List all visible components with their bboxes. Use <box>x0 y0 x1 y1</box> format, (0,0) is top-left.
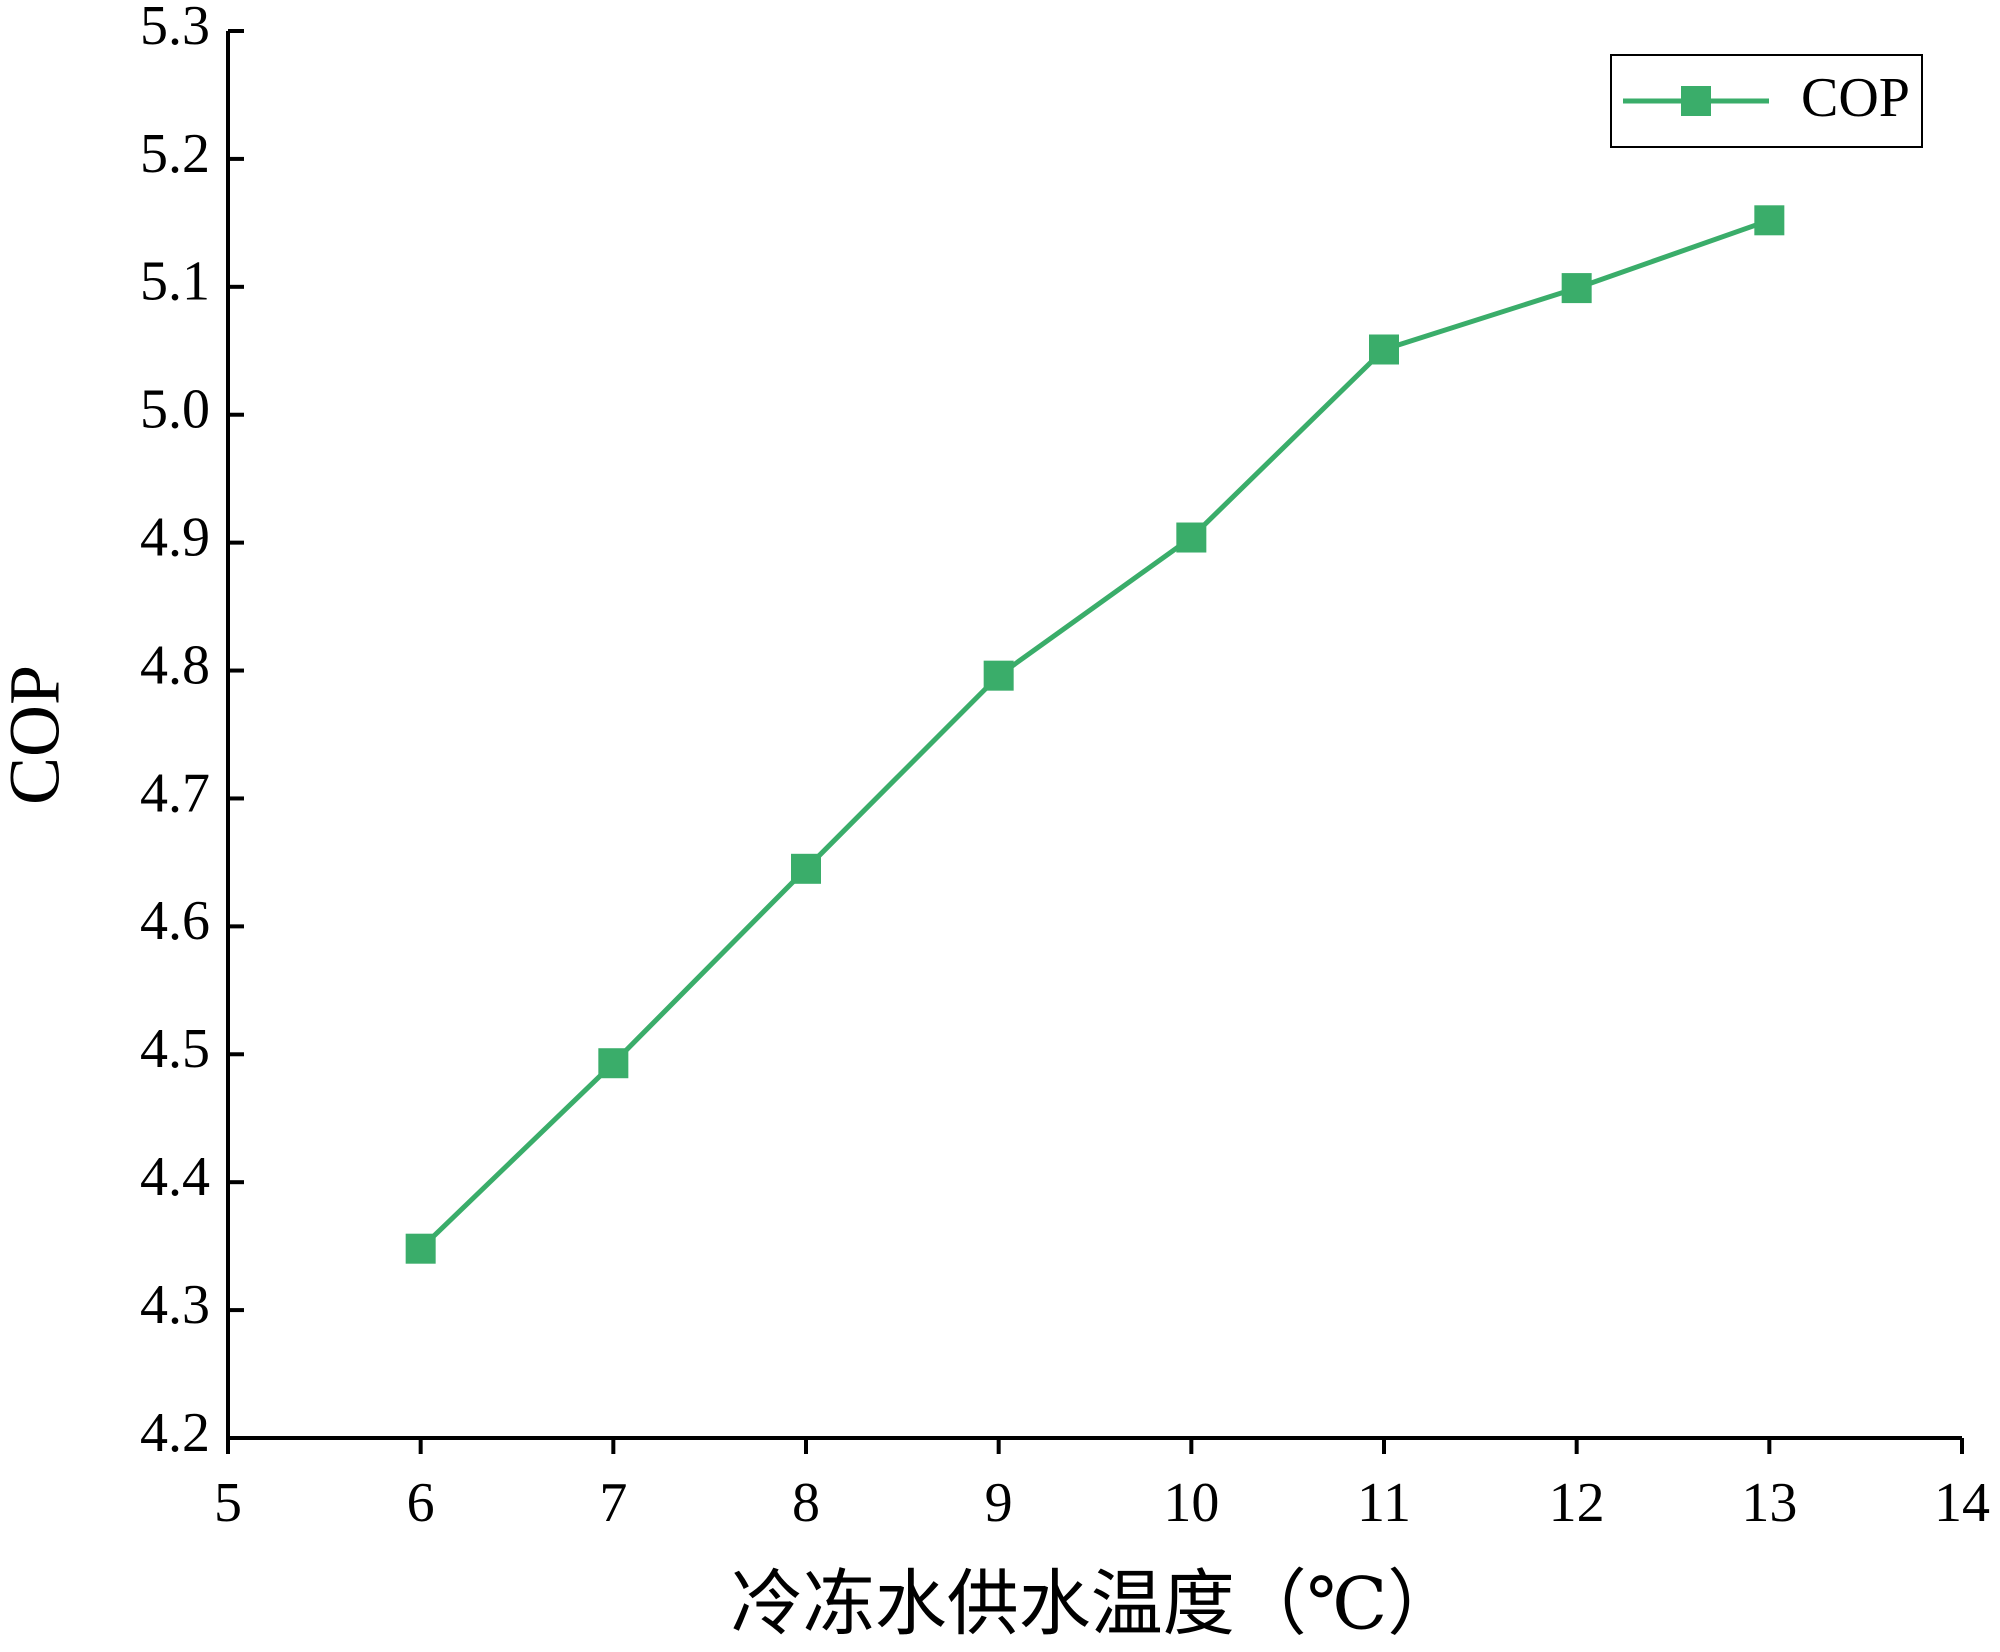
y-tick-label: 4.4 <box>140 1146 210 1208</box>
y-tick-label: 5.0 <box>140 379 210 441</box>
y-tick-label: 4.6 <box>140 890 210 952</box>
x-tick-label: 10 <box>1163 1472 1219 1534</box>
x-tick-label: 9 <box>985 1472 1013 1534</box>
x-tick-label: 7 <box>599 1472 627 1534</box>
data-point <box>983 660 1014 691</box>
x-tick-label: 8 <box>792 1472 820 1534</box>
y-tick-label: 5.1 <box>140 251 210 313</box>
y-tick-label: 4.5 <box>140 1018 210 1080</box>
y-tick-label: 4.8 <box>140 634 210 696</box>
x-tick-label: 5 <box>214 1472 242 1534</box>
y-axis-title: COP <box>0 665 75 805</box>
legend-marker <box>1681 86 1711 116</box>
y-tick-label: 4.7 <box>140 762 210 824</box>
data-point <box>1561 273 1592 304</box>
legend-label: COP <box>1801 67 1910 129</box>
y-tick-label: 4.9 <box>140 506 210 568</box>
y-tick-label: 4.2 <box>140 1402 210 1464</box>
x-tick-label: 11 <box>1357 1472 1411 1534</box>
y-tick-label: 4.3 <box>140 1274 210 1336</box>
series-line <box>418 217 1771 1251</box>
y-tick-label: 5.3 <box>140 0 210 57</box>
data-point <box>1754 205 1785 236</box>
x-tick-label: 14 <box>1934 1472 1990 1534</box>
data-point <box>791 853 821 884</box>
y-tick-label: 5.2 <box>140 123 210 185</box>
x-tick-label: 12 <box>1549 1472 1605 1534</box>
data-point <box>1176 522 1207 553</box>
x-tick-label: 6 <box>407 1472 435 1534</box>
x-tick-label: 13 <box>1741 1472 1797 1534</box>
data-point <box>1369 334 1399 365</box>
data-point <box>598 1048 629 1079</box>
data-point <box>405 1233 436 1264</box>
x-axis-title: 冷冻水供水温度（℃） <box>731 1565 1460 1645</box>
